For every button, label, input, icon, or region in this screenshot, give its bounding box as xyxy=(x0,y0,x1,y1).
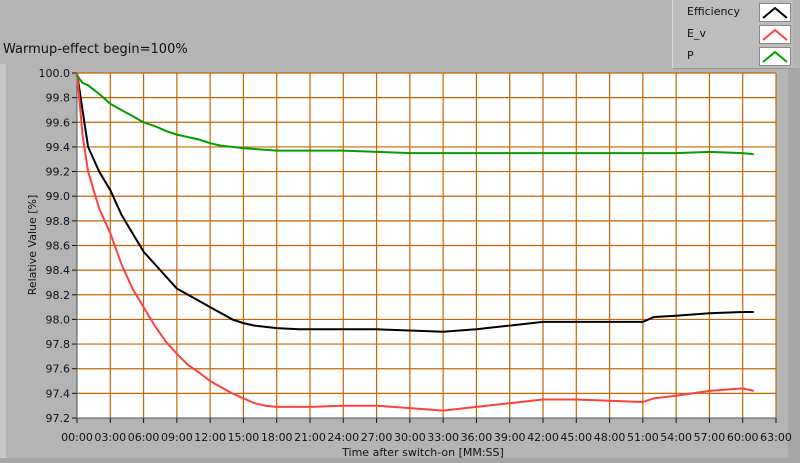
x-axis-label: Time after switch-on [MM:SS] xyxy=(341,446,504,459)
x-tick-label: 00:00 xyxy=(61,431,93,444)
y-tick-label: 99.2 xyxy=(46,166,71,179)
x-tick-label: 12:00 xyxy=(194,431,226,444)
y-tick-label: 97.8 xyxy=(46,338,71,351)
y-tick-label: 98.2 xyxy=(46,289,71,302)
line-swatch-icon xyxy=(759,3,791,22)
x-tick-label: 60:00 xyxy=(727,431,759,444)
legend-item-p[interactable]: P xyxy=(673,45,793,67)
x-tick-label: 39:00 xyxy=(494,431,526,444)
y-tick-label: 97.6 xyxy=(46,363,71,376)
x-tick-label: 48:00 xyxy=(594,431,626,444)
x-tick-label: 36:00 xyxy=(461,431,493,444)
x-tick-label: 30:00 xyxy=(394,431,426,444)
x-tick-label: 42:00 xyxy=(527,431,559,444)
y-axis-label: Relative Value [%] xyxy=(26,195,39,296)
legend-label: E_v xyxy=(687,27,706,40)
legend-item-e-v[interactable]: E_v xyxy=(673,23,793,45)
legend-item-efficiency[interactable]: Efficiency xyxy=(673,1,793,23)
y-tick-label: 99.8 xyxy=(46,92,71,105)
y-tick-label: 98.4 xyxy=(46,264,71,277)
y-tick-label: 97.4 xyxy=(46,387,71,400)
series-line-e-v xyxy=(76,72,755,412)
x-tick-label: 57:00 xyxy=(694,431,726,444)
line-swatch-icon xyxy=(759,25,791,44)
x-tick-label: 27:00 xyxy=(361,431,393,444)
y-tick-label: 100.0 xyxy=(39,67,71,80)
line-swatch-icon xyxy=(759,47,791,66)
y-tick-label: 97.2 xyxy=(46,412,71,425)
x-tick-label: 54:00 xyxy=(660,431,692,444)
y-tick-label: 99.6 xyxy=(46,116,71,129)
x-tick-label: 09:00 xyxy=(161,431,193,444)
x-tick-label: 24:00 xyxy=(327,431,359,444)
x-tick-label: 63:00 xyxy=(760,431,792,444)
panel-frame-bottom xyxy=(0,458,800,463)
x-tick-label: 15:00 xyxy=(228,431,260,444)
chart-title: Warmup-effect begin=100% xyxy=(3,42,188,57)
y-tick-label: 99.4 xyxy=(46,141,71,154)
legend-label: Efficiency xyxy=(687,5,740,18)
y-tick-label: 99.0 xyxy=(46,190,71,203)
series-lines xyxy=(76,72,755,412)
y-tick-label: 98.0 xyxy=(46,313,71,326)
x-tick-label: 03:00 xyxy=(94,431,126,444)
legend-label: P xyxy=(687,49,694,62)
x-tick-label: 06:00 xyxy=(128,431,160,444)
grid xyxy=(77,72,777,418)
axis-ticks: 00:00 03:00 06:00 09:00 12:00 15:00 18:00 21:00… xyxy=(39,67,792,444)
x-tick-label: 51:00 xyxy=(627,431,659,444)
x-tick-label: 21:00 xyxy=(294,431,326,444)
y-tick-label: 98.6 xyxy=(46,240,71,253)
series-line-efficiency xyxy=(76,72,754,333)
x-tick-label: 18:00 xyxy=(261,431,293,444)
panel-frame-left xyxy=(0,64,6,459)
plot-legend[interactable]: Efficiency E_v P xyxy=(672,0,793,69)
x-tick-label: 33:00 xyxy=(427,431,459,444)
panel-frame-right xyxy=(788,68,800,463)
y-tick-label: 98.8 xyxy=(46,215,71,228)
x-tick-label: 45:00 xyxy=(560,431,592,444)
series-line-p xyxy=(76,74,754,156)
